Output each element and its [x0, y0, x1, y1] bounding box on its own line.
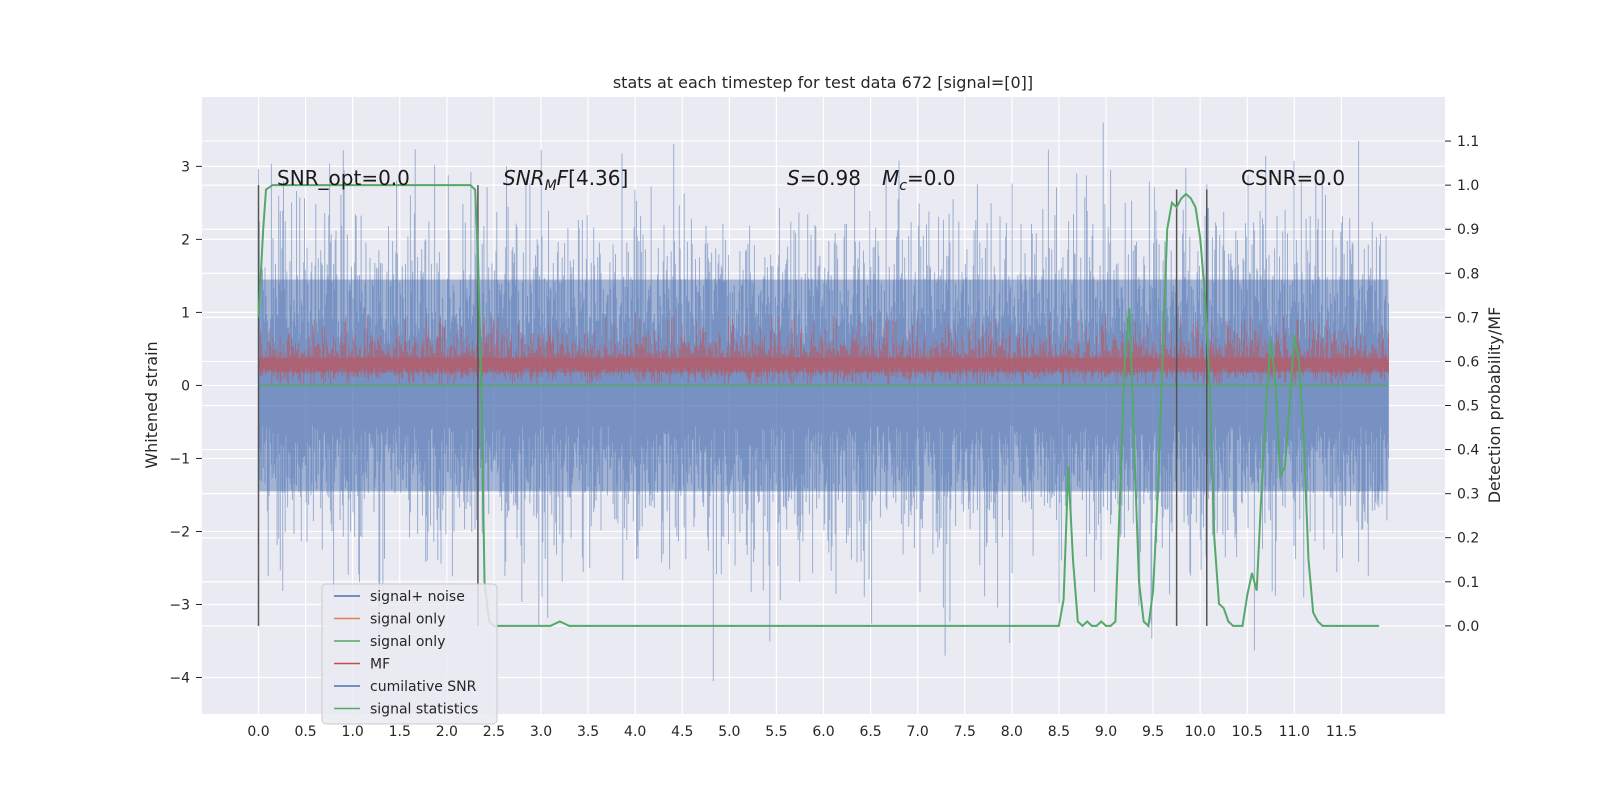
y-tick-label: 1: [181, 305, 190, 321]
x-tick-label: 3.5: [577, 724, 599, 740]
legend-box: [321, 583, 498, 725]
y2-tick-label: 0.5: [1457, 399, 1479, 415]
x-tick-label: 2.0: [436, 724, 458, 740]
y-tick-label: 0: [181, 378, 190, 394]
x-tick-label: 7.5: [954, 724, 976, 740]
x-tick-label: 1.0: [342, 724, 364, 740]
s-stat-value: =0.98: [800, 166, 861, 190]
mf-core: [258, 357, 1389, 373]
x-tick-label: 10.0: [1185, 724, 1216, 740]
y2-tick-label: 1.1: [1457, 134, 1479, 150]
y-axis-label: Whitened strain: [142, 341, 161, 468]
x-tick-label: 5.5: [765, 724, 787, 740]
x-tick-label: 4.0: [624, 724, 646, 740]
y-tick-label: −2: [169, 524, 190, 540]
snr-mf-value: [4.36]: [568, 166, 628, 190]
y2-tick-labels: 0.0 0.1 0.2 0.3 0.4 0.5 0.6 0.7 0.8 0.9 1.0 1.1: [1445, 134, 1479, 635]
x-tick-label: 11.5: [1326, 724, 1357, 740]
y2-tick-label: 0.6: [1457, 354, 1479, 370]
y-tick-label: −3: [169, 597, 190, 613]
y2-tick-label: 0.1: [1457, 575, 1479, 591]
y-tick-label: −4: [169, 670, 190, 686]
y-tick-label: 2: [181, 232, 190, 248]
x-tick-label: 1.5: [389, 724, 411, 740]
x-tick-label: 6.0: [812, 724, 834, 740]
snr-opt-annotation: SNR_opt=0.0: [277, 166, 410, 190]
x-tick-label: 0.0: [247, 724, 269, 740]
y-tick-labels: −4 −3 −2 −1 0 1 2 3: [169, 159, 202, 686]
x-tick-label: 6.5: [859, 724, 881, 740]
y2-tick-label: 1.0: [1457, 178, 1479, 194]
legend: signal+ noise signal only signal only MF cum…: [321, 583, 498, 725]
legend-label: signal only: [370, 612, 445, 628]
x-tick-label: 8.5: [1048, 724, 1070, 740]
legend-label: signal+ noise: [370, 589, 465, 605]
x-tick-label: 10.5: [1232, 724, 1263, 740]
x-tick-label: 11.0: [1279, 724, 1310, 740]
s-stat-annotation: S=0.98: [787, 166, 861, 190]
y-tick-label: −1: [169, 451, 190, 467]
y2-tick-label: 0.8: [1457, 266, 1479, 282]
x-tick-label: 4.5: [671, 724, 693, 740]
legend-label: cumilative SNR: [370, 679, 477, 695]
y2-axis-label: Detection probability/MF: [1485, 307, 1504, 504]
mf-series: [258, 312, 1389, 384]
x-tick-labels: 0.0 0.5 1.0 1.5 2.0 2.5 3.0 3.5 4.0 4.5 5.0 5.5 6.0 6…: [247, 724, 1357, 740]
x-tick-label: 5.0: [718, 724, 740, 740]
y2-tick-label: 0.7: [1457, 310, 1479, 326]
x-tick-label: 7.0: [907, 724, 929, 740]
x-tick-label: 3.0: [530, 724, 552, 740]
x-tick-label: 2.5: [483, 724, 505, 740]
y2-tick-label: 0.0: [1457, 619, 1479, 635]
y-tick-label: 3: [181, 159, 190, 175]
legend-label: signal statistics: [370, 702, 478, 718]
y2-tick-label: 0.3: [1457, 487, 1479, 503]
x-tick-label: 0.5: [294, 724, 316, 740]
chart-title: stats at each timestep for test data 672…: [613, 73, 1033, 92]
legend-label: signal only: [370, 634, 445, 650]
signal-statistics-series: [257, 184, 1380, 628]
snr-mf-annotation: SNRMF[4.36]: [503, 166, 628, 194]
x-tick-label: 9.5: [1142, 724, 1164, 740]
legend-label: MF: [370, 657, 390, 673]
x-tick-label: 8.0: [1001, 724, 1023, 740]
csnr-annotation: CSNR=0.0: [1241, 166, 1345, 190]
y2-tick-label: 0.9: [1457, 222, 1479, 238]
y2-tick-label: 0.2: [1457, 531, 1479, 547]
y2-tick-label: 0.4: [1457, 443, 1479, 459]
x-tick-label: 9.0: [1095, 724, 1117, 740]
mc-annotation: Mc=0.0: [882, 166, 956, 194]
mc-value: =0.0: [907, 166, 956, 190]
